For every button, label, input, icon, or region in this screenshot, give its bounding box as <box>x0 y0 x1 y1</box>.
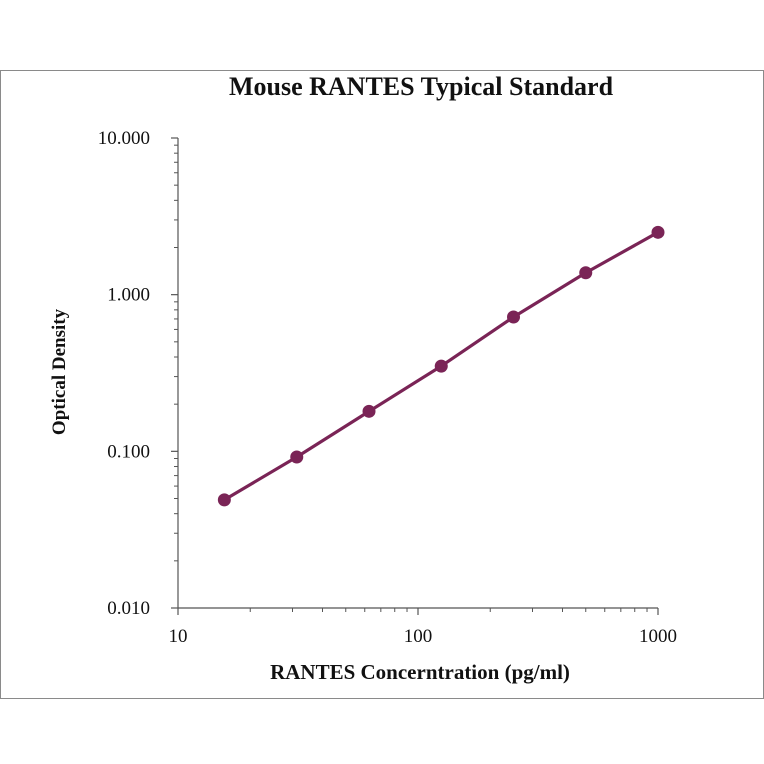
data-point <box>362 404 376 418</box>
x-tick-label: 100 <box>404 626 433 647</box>
tick-labels: 10.000 1.000 0.100 0.010 10 100 1000 <box>98 128 677 647</box>
x-tick-label: 10 <box>169 626 188 647</box>
data-point <box>507 310 521 324</box>
axes <box>171 137 659 615</box>
x-axis-label: RANTES Concerntration (pg/ml) <box>270 660 570 684</box>
data-point <box>434 359 448 373</box>
data-point <box>651 225 665 239</box>
y-tick-label: 0.100 <box>107 441 150 462</box>
data-point <box>217 493 231 507</box>
data-point <box>290 450 304 464</box>
y-tick-label: 0.010 <box>107 598 150 619</box>
data-point <box>579 266 593 280</box>
x-tick-label: 1000 <box>639 626 677 647</box>
y-tick-label: 1.000 <box>107 285 150 306</box>
chart-frame <box>0 70 764 699</box>
series-group <box>217 225 665 507</box>
chart-title: Mouse RANTES Typical Standard <box>228 72 614 101</box>
y-tick-label: 10.000 <box>98 128 150 149</box>
